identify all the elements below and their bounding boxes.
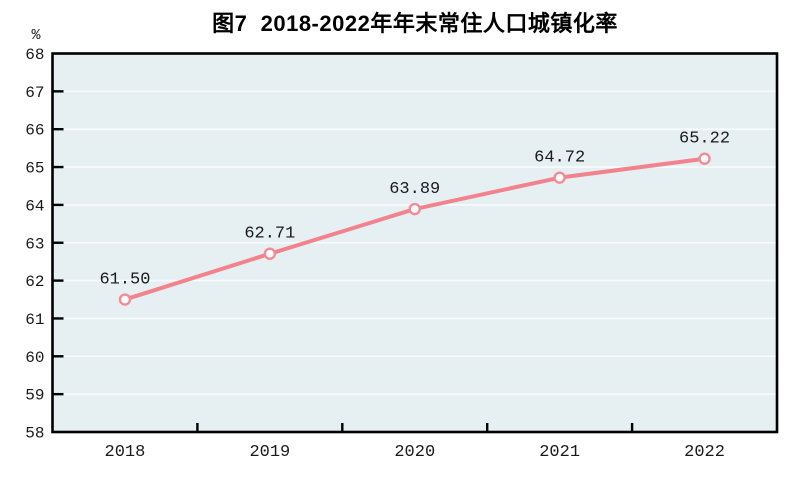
data-point-marker xyxy=(698,152,711,165)
x-axis-tick-label: 2022 xyxy=(684,443,725,462)
y-axis-tick-label: 59 xyxy=(25,387,44,405)
y-axis-tick-label: 63 xyxy=(25,235,44,253)
y-axis-tick-label: 68 xyxy=(25,46,44,64)
data-point-label: 63.89 xyxy=(389,180,440,199)
y-axis-unit-label: % xyxy=(31,27,41,44)
y-axis-tick-label: 61 xyxy=(25,311,44,329)
x-axis-tick-label: 2020 xyxy=(394,443,435,462)
x-axis-tick-label: 2019 xyxy=(249,443,290,462)
y-axis-tick-label: 67 xyxy=(25,84,44,102)
y-axis-tick-label: 62 xyxy=(25,273,44,291)
x-axis-tick-label: 2018 xyxy=(105,443,146,462)
y-axis-tick-label: 66 xyxy=(25,122,44,140)
data-point-label: 61.50 xyxy=(99,271,150,290)
data-point-marker xyxy=(408,202,421,216)
y-axis-tick-label: 60 xyxy=(25,349,44,367)
x-axis-tick-label: 2021 xyxy=(539,443,580,462)
y-axis-tick-label: 58 xyxy=(25,425,44,443)
y-axis-tick-label: 64 xyxy=(25,197,44,215)
data-point-label: 64.72 xyxy=(534,149,585,168)
data-point-label: 65.22 xyxy=(679,130,730,149)
data-point-marker xyxy=(118,293,132,306)
data-point-label: 62.71 xyxy=(244,225,295,244)
data-point-marker xyxy=(553,171,566,184)
data-point-marker xyxy=(263,247,277,260)
chart-title: 图7 2018-2022年年末常住人口城镇化率 xyxy=(212,11,618,36)
y-axis-tick-label: 65 xyxy=(25,160,44,178)
plot-border xyxy=(51,52,779,434)
